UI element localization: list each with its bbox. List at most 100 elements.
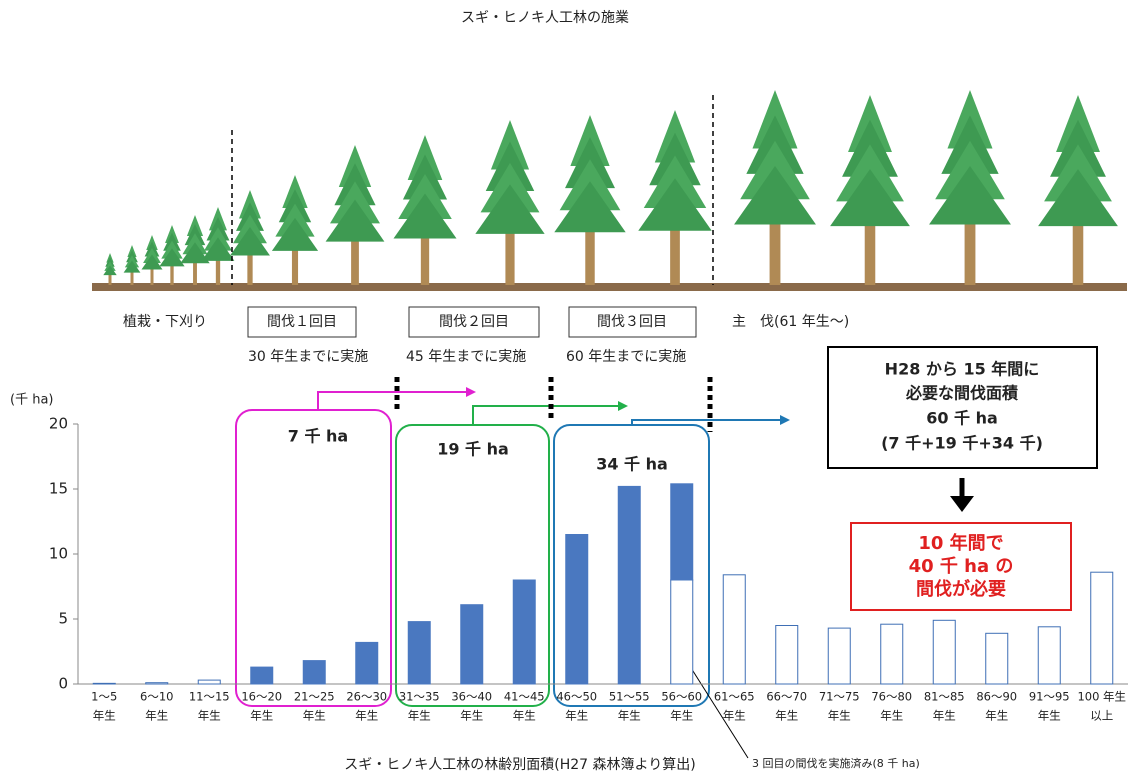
bar xyxy=(1090,571,1114,685)
stage-box xyxy=(408,306,540,338)
x-tick-label: 81～85 xyxy=(924,690,965,704)
conclusion-line: 間伐が必要 xyxy=(916,578,1006,600)
tree-crown xyxy=(929,166,1011,225)
tree-trunk xyxy=(150,262,154,285)
group-box xyxy=(235,409,392,707)
x-tick-label: 91～95 xyxy=(1029,690,1070,704)
x-tick-label: 年生 xyxy=(513,709,536,723)
deadline: 30 年生までに実施 xyxy=(248,349,368,365)
stage-box xyxy=(247,306,357,338)
x-tick-label: 86～90 xyxy=(976,690,1017,704)
arrow xyxy=(472,405,622,425)
x-tick-label: 年生 xyxy=(670,709,693,723)
illustration xyxy=(92,90,1127,291)
x-tick-label: 56～60 xyxy=(661,690,702,704)
x-tick-label: 年生 xyxy=(198,709,221,723)
arrow xyxy=(631,419,784,425)
x-tick-label: 年生 xyxy=(985,709,1008,723)
tree-trunk xyxy=(193,253,197,285)
tree-crown xyxy=(393,193,457,239)
group-label: 7 千 ha xyxy=(288,427,348,446)
stage-label: 間伐２回目 xyxy=(439,314,509,330)
bar xyxy=(302,660,326,685)
bar xyxy=(145,682,169,685)
tree-crown xyxy=(103,265,117,276)
tree-trunk xyxy=(215,249,221,285)
bar xyxy=(250,666,274,685)
tree-trunk xyxy=(585,208,595,285)
tree-crown xyxy=(271,217,319,251)
tree-crown xyxy=(201,237,235,261)
y-tick-label: 15 xyxy=(49,480,68,498)
tree-trunk xyxy=(108,270,112,285)
x-tick-label: 26～30 xyxy=(346,690,387,704)
bar xyxy=(775,625,799,685)
tree-trunk xyxy=(351,222,359,285)
y-tick-label: 0 xyxy=(58,675,68,693)
x-tick-label: 46～50 xyxy=(556,690,597,704)
tree-trunk xyxy=(247,242,253,285)
tree-crown xyxy=(123,260,141,273)
x-tick-label: 年生 xyxy=(880,709,903,723)
x-tick-label: 年生 xyxy=(408,709,431,723)
stage-label: 間伐３回目 xyxy=(597,314,667,330)
deadline: 60 年生までに実施 xyxy=(566,349,686,365)
chart-title: スギ・ヒノキ人工林の林齢別面積(H27 森林簿より算出) xyxy=(344,757,695,773)
x-tick-label: 年生 xyxy=(1038,709,1061,723)
deadline: 45 年生までに実施 xyxy=(406,349,526,365)
tree-trunk xyxy=(769,197,781,285)
x-tick-label: 100 年生 xyxy=(1077,690,1126,704)
tree-trunk xyxy=(505,210,515,285)
x-tick-label: 年生 xyxy=(828,709,851,723)
tree-crown xyxy=(830,169,910,227)
conclusion-line: 10 年間で xyxy=(918,532,1003,554)
tree-crown xyxy=(159,248,185,267)
x-tick-label: 6～10 xyxy=(140,690,173,704)
x-tick-label: 以上 xyxy=(1090,709,1113,723)
x-tick-label: 年生 xyxy=(460,709,483,723)
tree-trunk xyxy=(420,217,430,285)
tree-crown xyxy=(554,181,626,233)
summary-line: H28 から 15 年間に xyxy=(885,360,1040,379)
arrow xyxy=(317,391,470,410)
bar xyxy=(92,682,116,685)
y-axis-label: (千 ha) xyxy=(10,393,53,408)
bar xyxy=(670,483,694,581)
x-tick-label: 年生 xyxy=(303,709,326,723)
stage-label: 植栽・下刈り xyxy=(123,314,207,330)
summary-box xyxy=(827,346,1098,469)
x-tick-label: 11～15 xyxy=(189,690,230,704)
bar xyxy=(670,579,694,685)
bar xyxy=(197,679,221,685)
arrow-head xyxy=(950,496,974,512)
x-tick-label: 76～80 xyxy=(871,690,912,704)
x-tick-label: 16～20 xyxy=(241,690,282,704)
conclusion-box xyxy=(850,522,1072,611)
bar xyxy=(1037,626,1061,685)
bar xyxy=(355,641,379,685)
tree-trunk xyxy=(964,197,976,285)
tree-crown xyxy=(1038,169,1118,227)
arrow-head xyxy=(466,387,476,397)
bar xyxy=(512,579,536,685)
y-tick-label: 20 xyxy=(49,415,68,433)
tree-trunk xyxy=(670,206,680,285)
tree-trunk xyxy=(1072,199,1084,285)
tree-trunk xyxy=(291,235,299,285)
x-tick-label: 66～70 xyxy=(766,690,807,704)
summary-line: 必要な間伐面積 xyxy=(905,384,1019,403)
bar xyxy=(460,604,484,685)
x-tick-label: 36～40 xyxy=(451,690,492,704)
x-tick-label: 年生 xyxy=(618,709,641,723)
summary-line: 60 千 ha xyxy=(926,409,998,428)
tree-crown xyxy=(638,178,712,231)
bar xyxy=(565,534,589,685)
x-tick-label: 年生 xyxy=(565,709,588,723)
x-tick-label: 21～25 xyxy=(294,690,335,704)
tree-trunk xyxy=(130,267,134,285)
note: 3 回目の間伐を実施済み(8 千 ha) xyxy=(752,756,920,770)
bar xyxy=(985,632,1009,685)
tree-crown xyxy=(230,227,270,256)
tree-crown xyxy=(325,199,385,242)
